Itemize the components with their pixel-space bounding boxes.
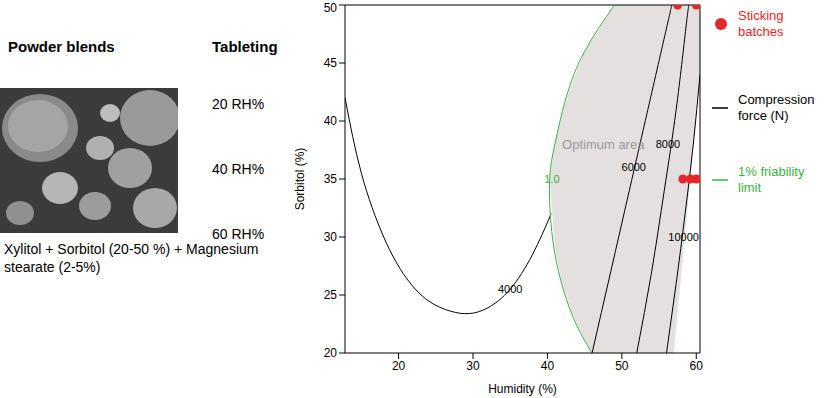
svg-text:40: 40 (541, 359, 555, 373)
html-text:1% friability limit: 1% friability limit (738, 164, 805, 195)
svg-text:Optimum area: Optimum area (562, 137, 645, 152)
svg-text:30: 30 (466, 359, 480, 373)
svg-text:35: 35 (324, 172, 338, 186)
html-text:Tableting: Tableting (212, 38, 278, 55)
svg-text:4000: 4000 (498, 283, 522, 295)
html-text:Sticking batches: Sticking batches (738, 8, 784, 39)
svg-text:50: 50 (324, 1, 338, 15)
svg-text:Humidity (%): Humidity (%) (488, 382, 557, 396)
svg-text:45: 45 (324, 56, 338, 70)
html-text:60 RH%: 60 RH% (212, 226, 265, 242)
svg-text:25: 25 (324, 288, 338, 302)
svg-text:8000: 8000 (656, 138, 680, 150)
html-text:Powder blends: Powder blends (8, 38, 115, 55)
svg-text:20: 20 (392, 359, 406, 373)
html-text:Xylitol + Sorbitol (20-50 %) +: Xylitol + Sorbitol (20-50 %) + Magnesium… (4, 241, 259, 275)
svg-text:60: 60 (690, 359, 704, 373)
svg-text:30: 30 (324, 230, 338, 244)
svg-text:50: 50 (615, 359, 629, 373)
svg-text:6000: 6000 (622, 161, 646, 173)
svg-text:20: 20 (324, 346, 338, 360)
html-text:20 RH%: 20 RH% (212, 96, 265, 112)
svg-text:Sorbitol (%): Sorbitol (%) (293, 148, 307, 211)
html-text:40 RH%: 40 RH% (212, 161, 265, 177)
svg-text:1.0: 1.0 (544, 173, 559, 185)
svg-text:40: 40 (324, 114, 338, 128)
html-text:Compression force (N): Compression force (N) (738, 92, 815, 123)
svg-text:10000: 10000 (668, 231, 699, 243)
